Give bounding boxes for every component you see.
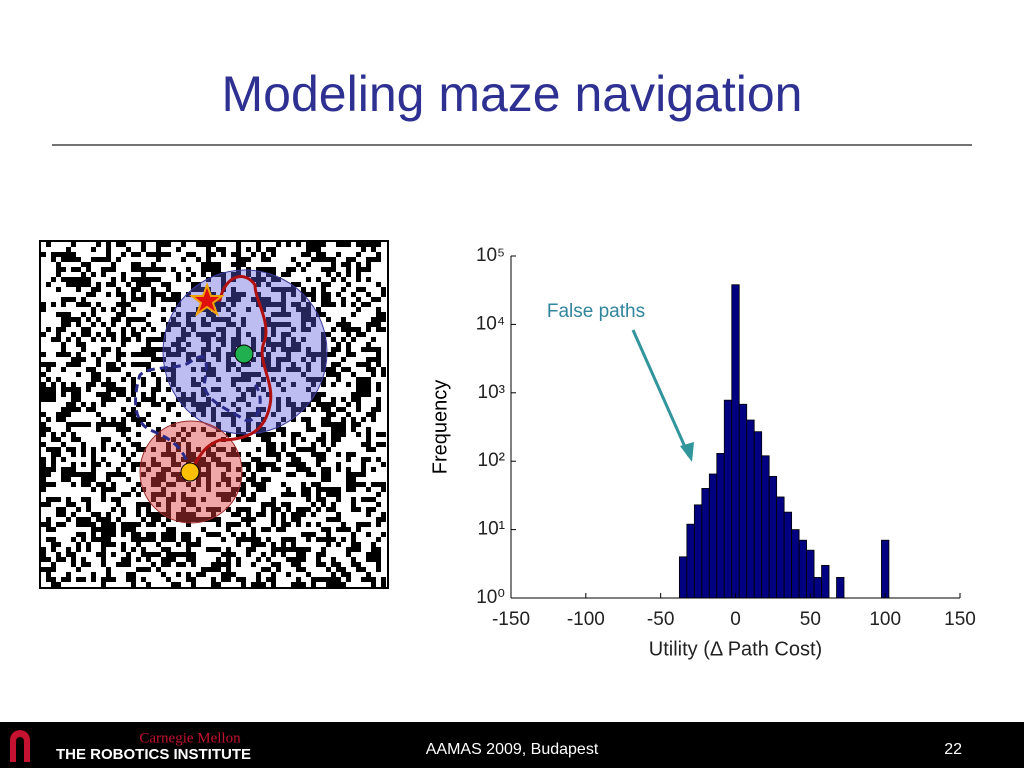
x-tick-label: 0 xyxy=(730,609,741,630)
bar xyxy=(768,475,778,599)
bar xyxy=(746,419,755,599)
bar xyxy=(783,511,793,599)
x-tick-label: -100 xyxy=(567,609,605,630)
annotation-arrowhead xyxy=(680,442,694,462)
annotation: False paths xyxy=(547,301,645,322)
x-tick-label: 150 xyxy=(944,609,976,630)
footer-bar xyxy=(0,722,1024,768)
bar xyxy=(738,403,748,599)
bar xyxy=(761,455,770,599)
x-tick-label: 100 xyxy=(869,609,901,630)
goal-dot xyxy=(234,344,254,364)
x-tick-label: -150 xyxy=(492,609,530,630)
histogram: 10⁰ 10¹ 10² 10³ 10⁴ 10⁵ -150 -100 -50 0 50 100 150 Ut… xyxy=(429,245,976,660)
bar xyxy=(813,577,822,599)
x-tick-label: -50 xyxy=(647,609,674,630)
y-axis-label: Frequency xyxy=(429,380,451,475)
bar xyxy=(731,284,740,599)
bar xyxy=(821,564,830,599)
y-tick-label: 10⁰ xyxy=(476,587,505,608)
start-dot xyxy=(180,462,200,482)
footer-event: AAMAS 2009, Budapest xyxy=(426,741,599,758)
annotation-arrow xyxy=(631,329,691,457)
true-path xyxy=(188,275,273,473)
y-tick-label: 10⁴ xyxy=(476,313,505,334)
maze-walls xyxy=(41,242,386,587)
bar xyxy=(678,556,688,599)
logo-icon xyxy=(10,730,30,762)
x-axis-label: Utility (Δ Path Cost) xyxy=(649,638,822,660)
slide-title: Modeling maze navigation xyxy=(222,66,803,122)
page-number: 22 xyxy=(944,741,962,758)
bar xyxy=(708,473,718,599)
y-tick-label: 10² xyxy=(478,450,505,471)
star xyxy=(189,282,225,317)
bar xyxy=(881,539,890,599)
y-tick-label: 10³ xyxy=(478,382,505,403)
bar xyxy=(798,539,807,599)
bar xyxy=(836,577,845,599)
y-tick-label: 10⁵ xyxy=(476,245,505,266)
bar xyxy=(701,488,710,599)
y-tick-label: 10¹ xyxy=(478,519,505,540)
bar xyxy=(806,549,815,599)
bar xyxy=(791,529,800,599)
bar xyxy=(693,504,703,599)
bar xyxy=(723,399,733,599)
x-tick-label: 50 xyxy=(800,609,821,630)
bar xyxy=(686,523,695,599)
bar xyxy=(776,496,785,599)
logo-bottom: THE ROBOTICS INSTITUTE xyxy=(56,746,251,763)
false-path xyxy=(134,355,262,473)
maze-image xyxy=(39,240,389,589)
bar xyxy=(753,431,763,599)
bar xyxy=(716,453,725,599)
logo-top: Carnegie Mellon xyxy=(139,730,241,746)
